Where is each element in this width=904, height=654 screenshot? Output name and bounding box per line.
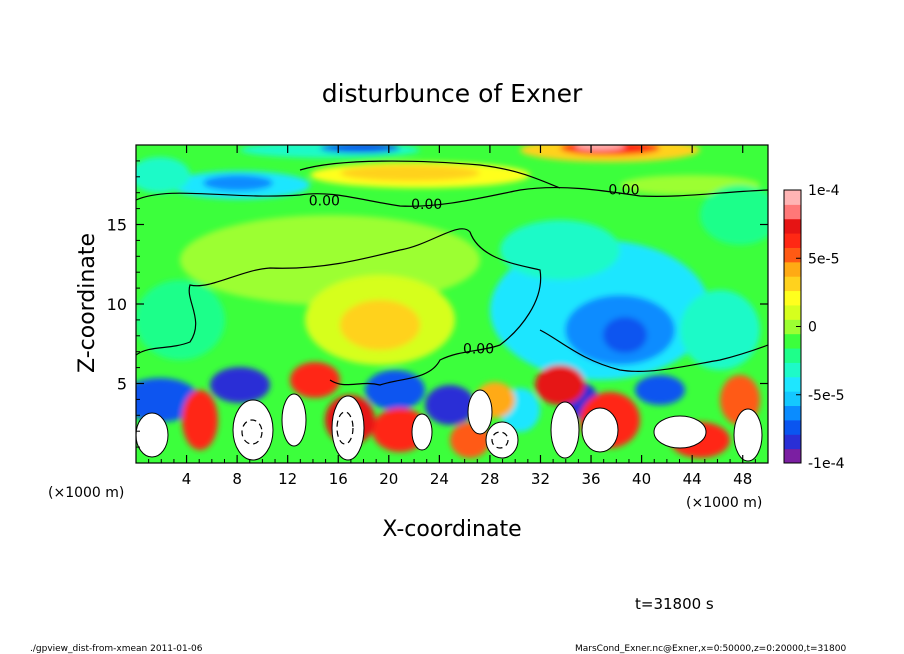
x-tick-label: 24 [430, 470, 449, 488]
colorbar-swatch [784, 333, 801, 349]
colorbar-swatch [784, 448, 801, 464]
contour-labels: 0.00 0.00 0.00 0.00 [309, 183, 640, 358]
colorbar-tick-label: 1e-4 [808, 183, 840, 199]
field-shading [136, 145, 768, 458]
colorbar-swatch [784, 247, 801, 263]
time-label: t=31800 s [635, 595, 714, 613]
plot-area [136, 145, 768, 463]
colorbar-swatch [784, 218, 801, 234]
colorbar-swatch [784, 304, 801, 320]
contour-label: 0.00 [608, 183, 639, 199]
x-axis-title: X-coordinate [382, 517, 521, 542]
contour-zero-lower [136, 228, 542, 386]
x-unit-label-right: (×1000 m) [686, 495, 762, 511]
colorbar-swatch [784, 190, 801, 205]
negative-contours [241, 411, 509, 449]
colorbar-swatch [784, 405, 801, 421]
y-tick-label: 10 [107, 295, 127, 314]
x-axis: 4 8 12 16 20 24 28 32 36 40 44 48 [148, 145, 756, 488]
footer-right: MarsCond_Exner.nc@Exner,x=0:50000,z=0:20… [575, 644, 846, 654]
colorbar-tick-label: 5e-5 [808, 251, 839, 267]
saturated-regions [136, 389, 763, 462]
colorbar-swatch [784, 204, 801, 220]
x-tick-label: 36 [581, 470, 600, 488]
y-tick-label: 5 [117, 375, 127, 394]
contour-label: 0.00 [463, 342, 494, 358]
x-tick-label: 44 [683, 470, 702, 488]
x-tick-label: 48 [733, 470, 752, 488]
y-axis-title: Z-coordinate [75, 233, 100, 373]
contour-zero-upper-2 [299, 160, 561, 189]
contour-label: 0.00 [309, 194, 340, 210]
x-tick-label: 20 [379, 470, 398, 488]
chart-title: disturbunce of Exner [322, 79, 583, 108]
contour-lines [136, 160, 768, 386]
colorbar-ticks: 1e-4 5e-5 0 -5e-5 -1e-4 [796, 183, 845, 472]
colorbar-tick-label: -1e-4 [808, 456, 845, 472]
colorbar-swatch [784, 362, 801, 378]
colorbar-swatch [784, 376, 801, 392]
x-tick-label: 12 [278, 470, 297, 488]
y-axis: 5 10 15 [107, 160, 768, 448]
footer-left: ./gpview_dist-from-xmean 2011-01-06 [30, 644, 203, 654]
x-unit-label-left: (×1000 m) [48, 485, 124, 501]
colorbar-swatch [784, 290, 801, 306]
colorbar-swatch [784, 261, 801, 277]
x-tick-label: 40 [632, 470, 651, 488]
colorbar-swatch [784, 434, 801, 450]
x-tick-label: 4 [182, 470, 192, 488]
colorbar-swatch [784, 348, 801, 363]
colorbar-swatch [784, 233, 801, 248]
colorbar-swatch [784, 276, 801, 292]
x-tick-label: 28 [480, 470, 499, 488]
contour-label: 0.00 [411, 197, 442, 213]
contour-zero-right [539, 329, 768, 372]
x-tick-label: 32 [531, 470, 550, 488]
colorbar-tick-label: 0 [808, 320, 817, 336]
colorbar-swatch [784, 419, 801, 435]
y-tick-label: 15 [107, 216, 127, 235]
colorbar-swatch [784, 319, 801, 335]
colorbar-swatch [784, 391, 801, 407]
x-tick-label: 8 [232, 470, 242, 488]
contour-zero-upper [136, 186, 768, 207]
colorbar-tick-label: -5e-5 [808, 388, 845, 404]
x-tick-label: 16 [329, 470, 348, 488]
